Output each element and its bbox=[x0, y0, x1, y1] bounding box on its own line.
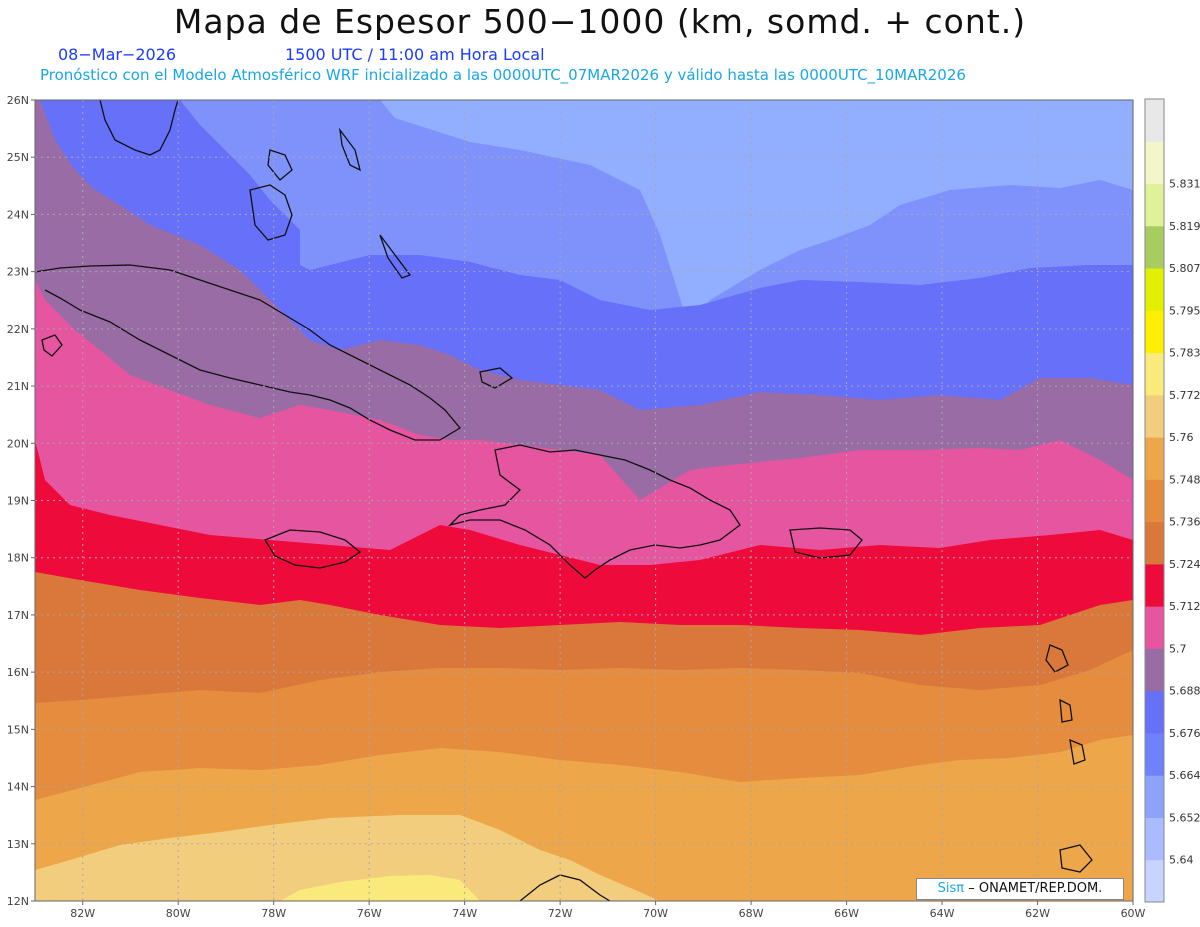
lat-label: 12N bbox=[7, 895, 29, 908]
legend-label: 5.795 bbox=[1169, 304, 1200, 317]
lesser-antilles-2 bbox=[1059, 698, 1073, 723]
legend-label: 5.712 bbox=[1169, 600, 1200, 613]
sis-logo-text: Sisπ bbox=[937, 881, 965, 896]
legend-swatch bbox=[1145, 606, 1164, 649]
lat-label: 26N bbox=[7, 94, 29, 107]
legend-label: 5.7 bbox=[1169, 642, 1187, 655]
lon-label: 74W bbox=[452, 907, 477, 920]
lat-label: 21N bbox=[7, 380, 29, 393]
credit-text: – ONAMET/REP.DOM. bbox=[968, 881, 1103, 896]
bahamas-exuma bbox=[379, 234, 412, 279]
forecast-date: 08−Mar−2026 bbox=[58, 45, 177, 64]
legend-swatch bbox=[1145, 310, 1164, 354]
legend-swatch bbox=[1145, 183, 1164, 227]
bahamas-abaco bbox=[267, 149, 293, 181]
lat-label: 24N bbox=[7, 208, 29, 221]
model-description: Pronóstico con el Modelo Atmosférico WRF… bbox=[40, 66, 966, 84]
legend-swatch bbox=[1145, 690, 1164, 734]
lat-label: 16N bbox=[7, 666, 29, 679]
legend-label: 5.76 bbox=[1169, 431, 1194, 444]
lon-label: 62W bbox=[1025, 907, 1050, 920]
puerto-rico-coast bbox=[789, 527, 863, 559]
jamaica-coast bbox=[264, 529, 362, 569]
lesser-antilles-1 bbox=[1045, 644, 1069, 673]
map-title: Mapa de Espesor 500−1000 (km, somd. + co… bbox=[173, 2, 1027, 41]
lat-label: 14N bbox=[7, 781, 29, 794]
legend-swatch bbox=[1145, 437, 1164, 480]
legend-label: 5.819 bbox=[1169, 220, 1200, 233]
legend-swatch bbox=[1145, 648, 1164, 692]
legend-label: 5.676 bbox=[1169, 727, 1200, 740]
lon-label: 78W bbox=[261, 907, 286, 920]
band-5760 bbox=[35, 815, 660, 901]
legend-swatch bbox=[1145, 859, 1164, 903]
lat-label: 22N bbox=[7, 323, 29, 336]
legend-label: 5.736 bbox=[1169, 516, 1200, 529]
lon-label: 68W bbox=[739, 907, 764, 920]
florida-coast bbox=[99, 100, 179, 156]
legend-swatch bbox=[1145, 352, 1164, 396]
legend-swatch bbox=[1145, 817, 1164, 861]
legend-swatch bbox=[1145, 394, 1164, 438]
latitude-axis: 26N 25N 24N 23N 22N 21N 20N 19N 18N 17N 16N 15N 14N 1… bbox=[7, 94, 35, 908]
hispaniola-coast bbox=[447, 444, 741, 579]
lat-label: 25N bbox=[7, 151, 29, 164]
cuba-coast bbox=[35, 264, 461, 441]
bahamas-eleuthera bbox=[339, 127, 361, 172]
legend-label: 5.664 bbox=[1169, 769, 1200, 782]
legend-label: 5.831 bbox=[1169, 178, 1200, 191]
legend-label: 5.688 bbox=[1169, 685, 1200, 698]
lat-label: 13N bbox=[7, 838, 29, 851]
color-legend: 5.64 5.652 5.664 5.676 5.688 5.7 5.712 5.724 5.7… bbox=[1144, 98, 1200, 903]
contour-bands bbox=[35, 100, 1133, 901]
lat-label: 18N bbox=[7, 552, 29, 565]
lon-label: 82W bbox=[70, 907, 95, 920]
legend-swatch bbox=[1145, 99, 1164, 142]
lat-label: 23N bbox=[7, 266, 29, 279]
forecast-time: 1500 UTC / 11:00 am Hora Local bbox=[285, 45, 545, 64]
legend-frame bbox=[1144, 98, 1165, 903]
legend-swatch bbox=[1145, 479, 1164, 523]
legend-swatch bbox=[1145, 521, 1164, 565]
bahamas-andros bbox=[249, 184, 293, 241]
lat-label: 17N bbox=[7, 609, 29, 622]
bahamas-inagua bbox=[479, 367, 514, 389]
lat-label: 15N bbox=[7, 723, 29, 736]
legend-label: 5.807 bbox=[1169, 262, 1200, 275]
legend-label: 5.783 bbox=[1169, 347, 1200, 360]
legend-label: 5.748 bbox=[1169, 473, 1200, 486]
longitude-axis: 82W 80W 78W 76W 74W 72W 70W 68W 66W 64W 62W 60W bbox=[70, 901, 1146, 920]
lon-label: 64W bbox=[930, 907, 955, 920]
lon-label: 66W bbox=[834, 907, 859, 920]
legend-label: 5.652 bbox=[1169, 811, 1200, 824]
lat-label: 19N bbox=[7, 495, 29, 508]
lon-label: 70W bbox=[643, 907, 668, 920]
legend-swatch bbox=[1145, 775, 1164, 818]
lesser-antilles-3 bbox=[1069, 738, 1086, 765]
lon-label: 60W bbox=[1121, 907, 1146, 920]
lon-label: 72W bbox=[548, 907, 573, 920]
legend-swatch bbox=[1145, 732, 1164, 776]
lon-label: 80W bbox=[166, 907, 191, 920]
isla-juventud bbox=[41, 334, 63, 357]
graticule bbox=[35, 99, 1134, 902]
legend-label: 5.724 bbox=[1169, 558, 1200, 571]
legend-swatch bbox=[1145, 563, 1164, 607]
legend-label: 5.772 bbox=[1169, 389, 1200, 402]
venezuela-coast bbox=[519, 874, 611, 901]
lat-label: 20N bbox=[7, 437, 29, 450]
band-5772 bbox=[280, 875, 480, 901]
coastlines bbox=[35, 100, 1093, 901]
legend-swatch bbox=[1145, 141, 1164, 185]
trinidad-coast bbox=[1059, 844, 1093, 873]
legend-swatch bbox=[1145, 225, 1164, 269]
legend-label: 5.64 bbox=[1169, 854, 1194, 867]
legend-swatch bbox=[1145, 268, 1164, 311]
credit-box: Sisπ – ONAMET/REP.DOM. bbox=[916, 878, 1124, 900]
lon-label: 76W bbox=[357, 907, 382, 920]
